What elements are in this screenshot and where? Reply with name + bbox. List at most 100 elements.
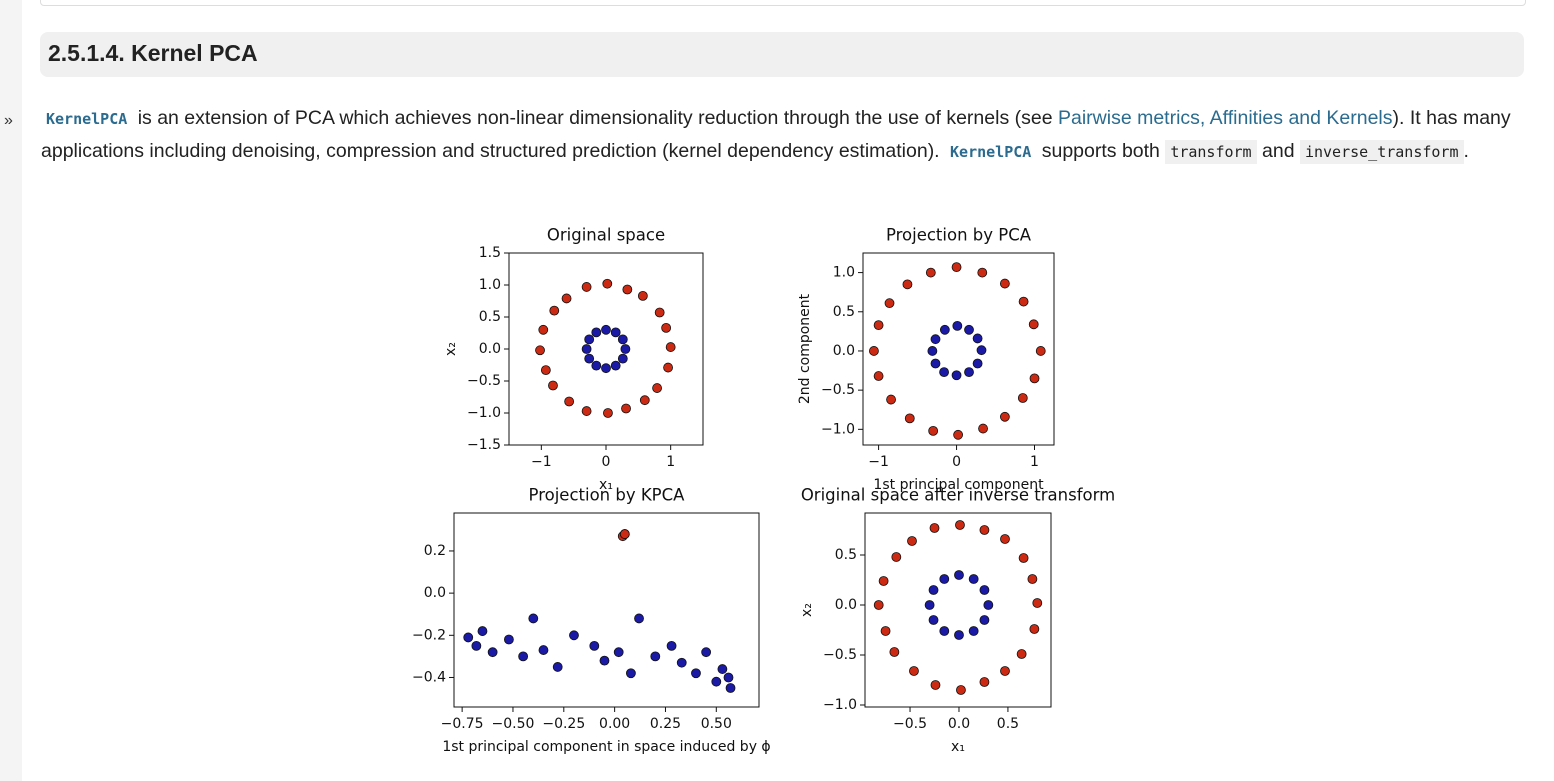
y-tick-label: −1.5 (467, 437, 501, 453)
point (968, 626, 979, 636)
point (581, 406, 592, 416)
point (1018, 553, 1029, 563)
chart-title: Projection by PCA (886, 226, 1032, 245)
point (951, 262, 962, 273)
point (886, 394, 896, 405)
x-tick-label: 0.25 (650, 716, 681, 732)
point (717, 664, 728, 674)
y-tick-label: 0.0 (479, 341, 501, 357)
point (581, 344, 592, 354)
point (654, 307, 665, 318)
y-tick-label: 0.2 (424, 543, 446, 559)
y-axis-label: x₂ (443, 342, 459, 356)
x-tick-label: 0 (602, 454, 611, 470)
point (589, 640, 600, 651)
point (528, 613, 539, 624)
point (666, 640, 677, 651)
sidebar-toggle[interactable]: » (4, 112, 13, 129)
axes-frame (862, 252, 1055, 446)
y-tick-label: 1.0 (479, 277, 501, 293)
x-tick-label: −1 (531, 454, 552, 470)
point (979, 585, 990, 595)
point (1035, 346, 1046, 356)
point (929, 523, 940, 533)
point (610, 360, 621, 371)
point (584, 353, 595, 364)
point (617, 353, 628, 364)
point (621, 403, 631, 414)
point (477, 626, 488, 636)
point (977, 267, 988, 278)
point (622, 284, 633, 295)
y-tick-label: −0.5 (823, 647, 857, 663)
point (924, 600, 935, 610)
y-tick-label: 1.5 (479, 245, 501, 261)
point (928, 615, 939, 625)
point (569, 630, 579, 641)
point (939, 574, 950, 584)
point (1032, 598, 1043, 608)
point (581, 282, 592, 292)
point (964, 324, 974, 335)
y-tick-label: −0.5 (467, 373, 501, 389)
point (979, 677, 990, 687)
point (518, 651, 529, 662)
x-tick-label: 1 (1030, 454, 1039, 470)
point (952, 320, 963, 331)
x-tick-label: 0.0 (948, 716, 970, 732)
x-tick-label: −0.5 (893, 716, 927, 732)
previous-section-box (40, 0, 1526, 6)
link[interactable]: Pairwise metrics, Affinities and Kernels (1057, 107, 1393, 129)
x-axis-label: x₁ (951, 739, 965, 755)
x-tick-label: −0.25 (542, 716, 585, 732)
y-tick-label: 0.0 (424, 585, 446, 601)
point (617, 334, 628, 345)
point (639, 395, 650, 406)
class-link[interactable]: KernelPCA (950, 143, 1032, 161)
y-tick-label: 0.0 (833, 343, 855, 359)
x-tick-label: −1 (868, 454, 889, 470)
point (979, 615, 990, 625)
point (878, 576, 889, 586)
y-tick-label: −1.0 (821, 421, 855, 437)
point (978, 423, 988, 434)
point (540, 365, 551, 376)
text: ). It has many applications including de… (41, 107, 1511, 162)
point (634, 613, 644, 624)
point (928, 425, 939, 436)
axes-frame (453, 512, 760, 708)
point (1017, 393, 1028, 403)
point (549, 305, 560, 316)
point (873, 600, 884, 610)
class-link[interactable]: KernelPCA (46, 110, 128, 128)
point (1029, 373, 1040, 384)
point (930, 334, 941, 345)
point (880, 626, 891, 636)
point (599, 655, 610, 666)
x-tick-label: 0.5 (997, 716, 1019, 732)
point (619, 529, 630, 539)
code: inverse_transform (1299, 140, 1464, 164)
point (972, 333, 983, 344)
point (610, 327, 621, 338)
x-axis-label: 1st principal component (873, 477, 1044, 493)
x-tick-label: 0.50 (701, 716, 732, 732)
point (972, 358, 983, 369)
text: and (1256, 140, 1300, 162)
axes-frame (864, 512, 1052, 708)
code: transform (1165, 140, 1257, 164)
point (1029, 624, 1040, 634)
x-tick-label: 0 (952, 454, 961, 470)
point (661, 322, 672, 333)
point (691, 668, 701, 679)
point (603, 408, 613, 418)
point (723, 672, 734, 683)
point (535, 345, 545, 356)
point (601, 324, 611, 335)
point (471, 640, 482, 651)
point (939, 324, 950, 335)
point (591, 360, 602, 371)
y-tick-label: 0.5 (479, 309, 501, 325)
point (584, 334, 595, 345)
